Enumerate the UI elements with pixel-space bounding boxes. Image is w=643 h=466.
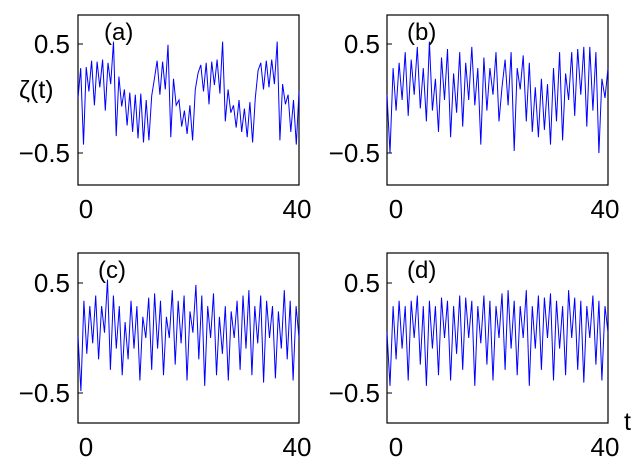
series-line — [386, 290, 609, 386]
panel-label: (c) — [98, 257, 126, 284]
series-line — [386, 41, 609, 154]
panel-a: (a) ζ(t) 0.5 −0.5 0 40 — [19, 14, 312, 224]
panel-c: (c) 0.5 −0.5 0 40 — [19, 252, 312, 462]
y-tick-label: −0.5 — [329, 138, 380, 168]
y-tick-label: 0.5 — [34, 268, 70, 298]
y-tick-label: −0.5 — [19, 378, 70, 408]
panel-label: (a) — [104, 19, 133, 46]
y-tick-label: 0.5 — [34, 29, 70, 59]
x-tick-label: 0 — [389, 194, 403, 224]
y-axis-label: ζ(t) — [19, 76, 54, 104]
x-tick-label: 0 — [389, 432, 403, 462]
panel-label: (d) — [407, 257, 436, 284]
series-line — [77, 279, 300, 392]
y-tick-label: 0.5 — [344, 268, 380, 298]
panel-b: (b) 0.5 −0.5 0 40 — [329, 14, 620, 224]
x-tick-label: 40 — [591, 194, 620, 224]
x-tick-label: 40 — [283, 432, 312, 462]
x-tick-label: 40 — [591, 432, 620, 462]
y-tick-label: −0.5 — [329, 378, 380, 408]
y-tick-label: −0.5 — [19, 138, 70, 168]
y-tick-label: 0.5 — [344, 29, 380, 59]
x-axis-label: t — [624, 408, 631, 436]
x-tick-label: 0 — [79, 194, 93, 224]
series-line — [77, 41, 300, 145]
x-tick-label: 0 — [79, 432, 93, 462]
x-tick-label: 40 — [283, 194, 312, 224]
panel-label: (b) — [407, 19, 436, 46]
panel-d: (d) 0.5 −0.5 0 40 t — [329, 252, 631, 462]
